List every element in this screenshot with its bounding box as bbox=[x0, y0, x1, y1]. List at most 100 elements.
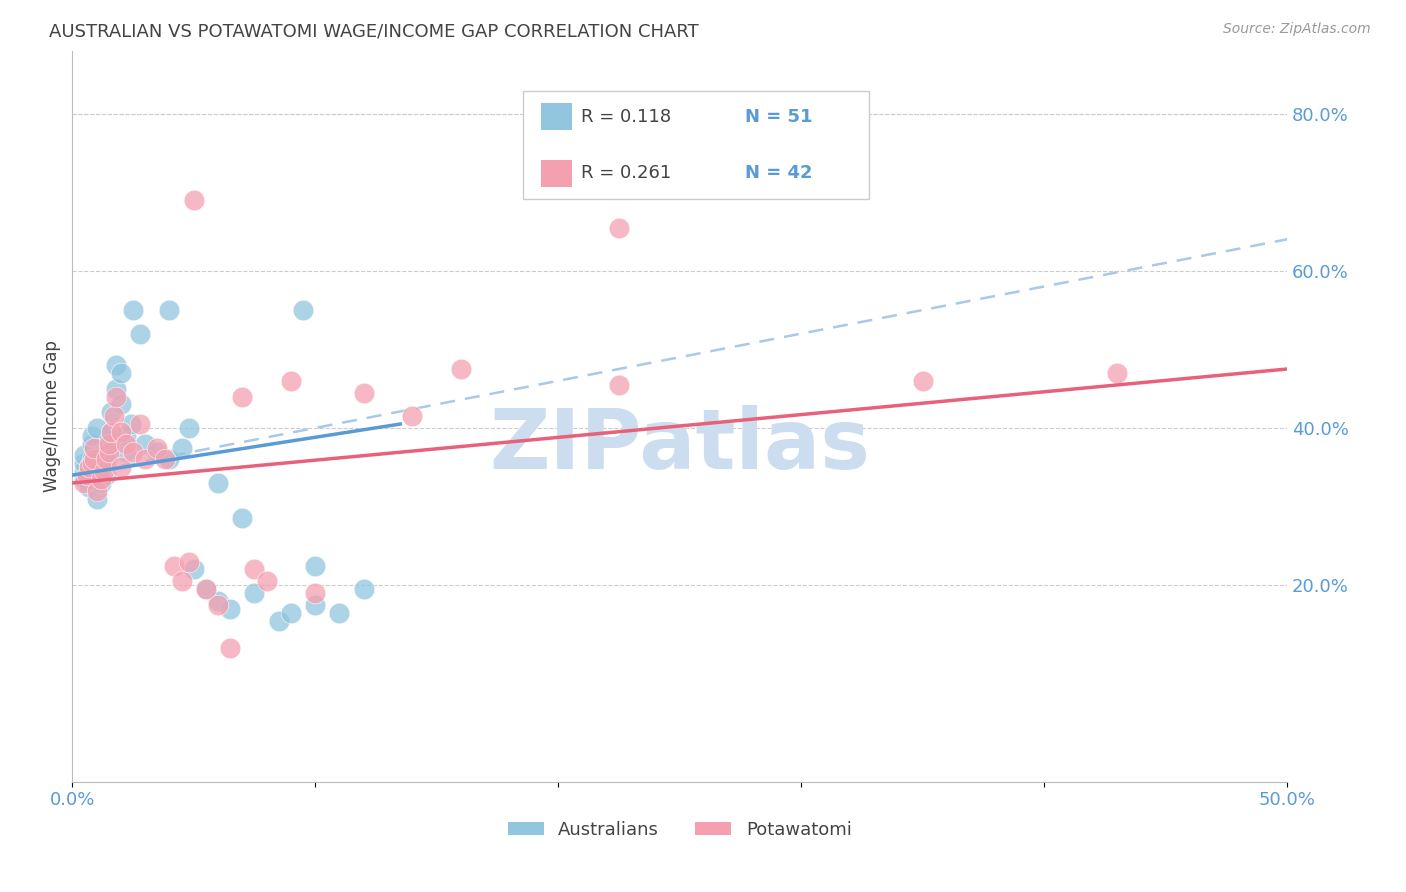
Point bbox=[100, 425, 122, 439]
Point bbox=[1105, 366, 1128, 380]
Point bbox=[219, 641, 242, 656]
Point bbox=[267, 614, 290, 628]
Point bbox=[122, 303, 145, 318]
Point bbox=[219, 601, 242, 615]
Point bbox=[607, 220, 630, 235]
Point bbox=[120, 417, 142, 431]
Point bbox=[146, 441, 169, 455]
Point bbox=[97, 441, 120, 455]
Point bbox=[73, 456, 96, 470]
Point bbox=[83, 441, 105, 455]
Point bbox=[97, 436, 120, 450]
Point bbox=[77, 460, 100, 475]
Point bbox=[80, 436, 103, 450]
Point bbox=[76, 468, 98, 483]
Point bbox=[86, 452, 108, 467]
Point bbox=[104, 358, 127, 372]
Point bbox=[177, 555, 200, 569]
Point bbox=[304, 598, 326, 612]
Point bbox=[97, 449, 120, 463]
Point bbox=[110, 460, 132, 475]
Point bbox=[194, 582, 217, 596]
Point bbox=[170, 441, 193, 455]
Point bbox=[114, 436, 136, 450]
Point bbox=[304, 586, 326, 600]
Point bbox=[207, 475, 229, 490]
Point bbox=[170, 574, 193, 589]
Point bbox=[231, 390, 253, 404]
Point bbox=[177, 421, 200, 435]
Point bbox=[83, 452, 105, 467]
Point bbox=[911, 374, 934, 388]
Point bbox=[401, 409, 423, 424]
Point bbox=[353, 385, 375, 400]
Text: R = 0.118: R = 0.118 bbox=[581, 108, 671, 126]
Legend: Australians, Potawatomi: Australians, Potawatomi bbox=[501, 814, 859, 846]
Point bbox=[86, 483, 108, 498]
Point bbox=[77, 468, 100, 483]
Point bbox=[73, 449, 96, 463]
Text: N = 51: N = 51 bbox=[745, 108, 813, 126]
Point bbox=[77, 460, 100, 475]
Point bbox=[256, 574, 278, 589]
Point bbox=[100, 405, 122, 419]
Point bbox=[73, 472, 96, 486]
Point bbox=[243, 562, 266, 576]
Point bbox=[103, 409, 125, 424]
Point bbox=[231, 511, 253, 525]
Point bbox=[96, 456, 118, 470]
Point bbox=[328, 606, 350, 620]
Point bbox=[73, 464, 96, 478]
Point bbox=[280, 606, 302, 620]
Point bbox=[134, 436, 156, 450]
Point bbox=[90, 475, 112, 490]
Point bbox=[90, 472, 112, 486]
Point bbox=[97, 433, 120, 447]
Point bbox=[183, 193, 205, 207]
Point bbox=[153, 452, 176, 467]
Text: R = 0.261: R = 0.261 bbox=[581, 164, 671, 182]
Point bbox=[100, 425, 122, 439]
Point bbox=[607, 377, 630, 392]
Point bbox=[80, 429, 103, 443]
Point bbox=[134, 452, 156, 467]
Point bbox=[292, 303, 315, 318]
Point bbox=[207, 594, 229, 608]
Point bbox=[96, 452, 118, 467]
Point bbox=[114, 444, 136, 458]
Point bbox=[157, 452, 180, 467]
Point bbox=[86, 491, 108, 506]
Point bbox=[96, 468, 118, 483]
Point bbox=[90, 464, 112, 478]
Point bbox=[97, 444, 120, 458]
Text: N = 42: N = 42 bbox=[745, 164, 813, 182]
Point bbox=[207, 598, 229, 612]
Point bbox=[110, 397, 132, 411]
Point bbox=[86, 421, 108, 435]
Point bbox=[183, 562, 205, 576]
Point bbox=[110, 425, 132, 439]
Point bbox=[163, 558, 186, 573]
Point bbox=[93, 464, 115, 478]
Point bbox=[280, 374, 302, 388]
Point bbox=[73, 475, 96, 490]
Point bbox=[353, 582, 375, 596]
Point bbox=[129, 326, 152, 341]
Text: ZIPatlas: ZIPatlas bbox=[489, 405, 870, 486]
Point bbox=[243, 586, 266, 600]
Point bbox=[304, 558, 326, 573]
Point bbox=[157, 303, 180, 318]
Point bbox=[122, 444, 145, 458]
Point bbox=[194, 582, 217, 596]
Point bbox=[80, 452, 103, 467]
Point bbox=[104, 382, 127, 396]
Point bbox=[110, 366, 132, 380]
Text: AUSTRALIAN VS POTAWATOMI WAGE/INCOME GAP CORRELATION CHART: AUSTRALIAN VS POTAWATOMI WAGE/INCOME GAP… bbox=[49, 22, 699, 40]
Point bbox=[104, 390, 127, 404]
Point bbox=[129, 417, 152, 431]
Point bbox=[146, 444, 169, 458]
Text: Source: ZipAtlas.com: Source: ZipAtlas.com bbox=[1223, 22, 1371, 37]
Y-axis label: Wage/Income Gap: Wage/Income Gap bbox=[44, 340, 60, 492]
Point bbox=[114, 429, 136, 443]
Point bbox=[77, 480, 100, 494]
